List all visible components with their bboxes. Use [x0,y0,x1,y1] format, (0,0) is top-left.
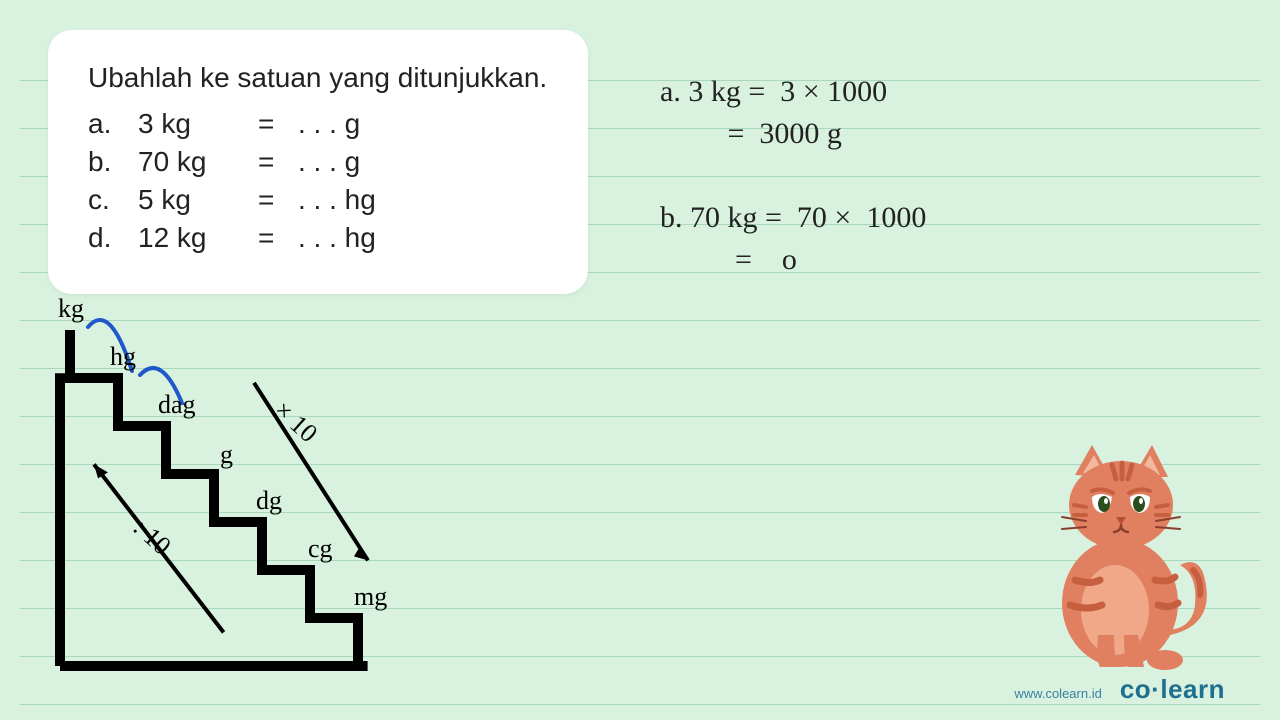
footer: www.colearn.id co·learn [1014,674,1225,705]
unit-hg: hg [110,342,136,372]
unit-dg: dg [256,486,282,516]
cat-mascot [1020,435,1220,675]
unit-kg: kg [58,294,84,324]
question-row: c.5 kg=. . . hg [88,184,548,216]
unit-dag: dag [158,390,196,420]
question-row: b.70 kg=. . . g [88,146,548,178]
footer-logo: co·learn [1120,674,1225,705]
footer-url: www.colearn.id [1014,686,1101,701]
unit-g: g [220,440,233,470]
conversion-arcs [50,285,430,405]
question-row: a.3 kg=. . . g [88,108,548,140]
question-row: d.12 kg=. . . hg [88,222,548,254]
question-card: Ubahlah ke satuan yang ditunjukkan. a.3 … [48,30,588,294]
card-title: Ubahlah ke satuan yang ditunjukkan. [88,62,548,94]
unit-mg: mg [354,582,387,612]
unit-staircase: kghgdaggdgcgmg × 10 : 10 [50,290,430,710]
worked-solution: a. 3 kg = 3 × 1000 = 3000 g b. 70 kg = 7… [660,75,926,285]
unit-cg: cg [308,534,333,564]
